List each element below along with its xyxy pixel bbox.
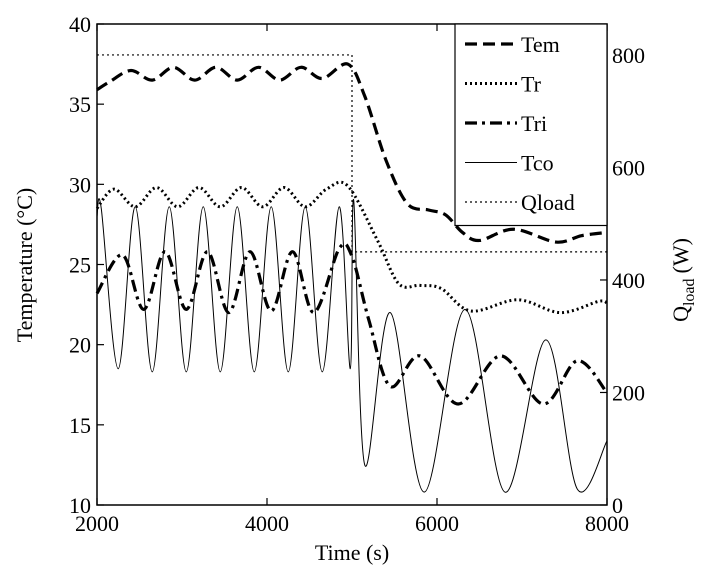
x-tick-label: 8000	[585, 511, 629, 536]
y-tick-label: 35	[69, 92, 91, 117]
y2-tick-label: 0	[612, 493, 623, 518]
x-tick-label: 2000	[75, 511, 119, 536]
legend-label: Tri	[521, 111, 547, 136]
y-tick-label: 40	[69, 12, 91, 37]
legend-label: Tco	[521, 151, 554, 176]
y2-label-unit: (W)	[668, 238, 693, 273]
y-tick-label: 15	[69, 413, 91, 438]
legend-label: Tem	[521, 32, 560, 57]
y-tick-label: 20	[69, 333, 91, 358]
y-tick-label: 30	[69, 172, 91, 197]
line-series	[95, 242, 609, 406]
x-tick-label: 4000	[245, 511, 289, 536]
y-tick-label: 25	[69, 253, 91, 278]
y2-axis-label: Qload (W)	[668, 238, 698, 322]
legend-box	[454, 23, 608, 227]
y2-tick-label: 200	[612, 380, 645, 405]
legend-label: Tr	[521, 72, 542, 97]
y-tick-label: 10	[69, 493, 91, 518]
y2-label-main: Q	[668, 306, 693, 322]
y2-label-sub: load	[681, 278, 698, 306]
y-axis-label: Temperature (°C)	[12, 188, 37, 342]
legend-label: Qload	[521, 190, 575, 215]
y2-tick-label: 800	[612, 43, 645, 68]
line-series	[96, 198, 608, 493]
x-tick-label: 6000	[415, 511, 459, 536]
x-axis-label: Time (s)	[315, 540, 389, 565]
plot-frame	[96, 23, 608, 506]
y2-tick-label: 400	[612, 268, 645, 293]
y2-tick-label: 600	[612, 155, 645, 180]
